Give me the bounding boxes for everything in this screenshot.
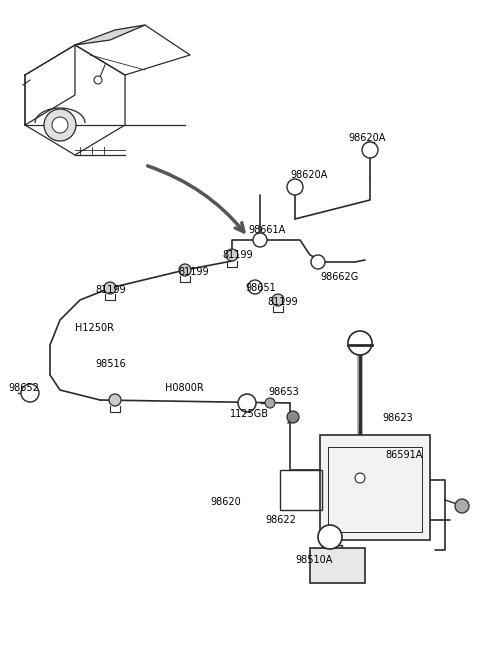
Circle shape bbox=[287, 179, 303, 195]
Circle shape bbox=[272, 294, 284, 306]
Circle shape bbox=[238, 394, 256, 412]
Text: 81199: 81199 bbox=[95, 285, 126, 295]
Text: 98516: 98516 bbox=[95, 359, 126, 369]
Text: 98620: 98620 bbox=[210, 497, 241, 507]
Bar bbox=[322, 545, 342, 565]
Text: 81199: 81199 bbox=[267, 297, 298, 307]
Text: 98510A: 98510A bbox=[295, 555, 332, 565]
Circle shape bbox=[179, 264, 191, 276]
Circle shape bbox=[455, 499, 469, 513]
Text: 98620A: 98620A bbox=[348, 133, 385, 143]
Circle shape bbox=[311, 255, 325, 269]
Circle shape bbox=[21, 384, 39, 402]
Circle shape bbox=[94, 76, 102, 84]
Bar bbox=[328, 447, 422, 532]
Circle shape bbox=[355, 473, 365, 483]
Polygon shape bbox=[75, 25, 145, 45]
Circle shape bbox=[109, 394, 121, 406]
Circle shape bbox=[226, 249, 238, 261]
Text: 86591A: 86591A bbox=[385, 450, 422, 460]
Bar bbox=[310, 548, 365, 583]
Text: H0800R: H0800R bbox=[165, 383, 204, 393]
Circle shape bbox=[44, 109, 76, 141]
Bar bbox=[280, 470, 322, 510]
Text: 98652: 98652 bbox=[8, 383, 39, 393]
Text: 98620A: 98620A bbox=[290, 170, 327, 180]
Text: 81199: 81199 bbox=[178, 267, 209, 277]
Circle shape bbox=[248, 280, 262, 294]
Text: 98662G: 98662G bbox=[320, 272, 358, 282]
Text: 98623: 98623 bbox=[382, 413, 413, 423]
Text: 98653: 98653 bbox=[268, 387, 299, 397]
Text: 81199: 81199 bbox=[222, 250, 252, 260]
Text: 1125GB: 1125GB bbox=[230, 409, 269, 419]
Circle shape bbox=[253, 233, 267, 247]
Bar bbox=[320, 435, 430, 540]
Circle shape bbox=[265, 398, 275, 408]
Circle shape bbox=[104, 282, 116, 294]
Circle shape bbox=[52, 117, 68, 133]
Text: H1250R: H1250R bbox=[75, 323, 114, 333]
Text: 98651: 98651 bbox=[245, 283, 276, 293]
Text: 98622: 98622 bbox=[265, 515, 296, 525]
Text: 98661A: 98661A bbox=[248, 225, 285, 235]
Circle shape bbox=[348, 331, 372, 355]
Circle shape bbox=[318, 525, 342, 549]
Circle shape bbox=[287, 411, 299, 423]
Circle shape bbox=[362, 142, 378, 158]
